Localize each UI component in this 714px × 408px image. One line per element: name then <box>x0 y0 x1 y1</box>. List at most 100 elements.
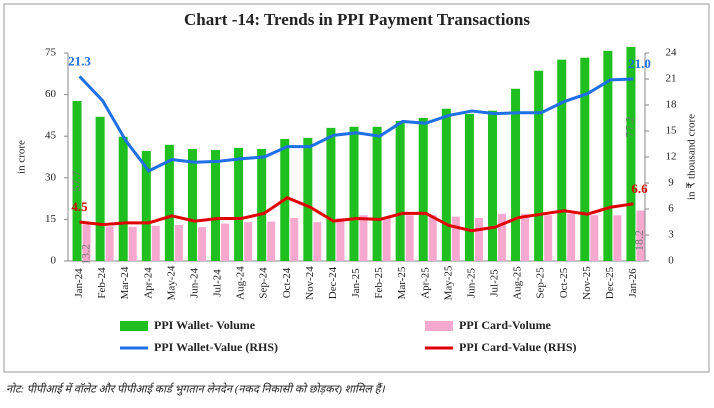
y2-tick-label: 6 <box>668 203 674 215</box>
x-tick-label: Jul-24 <box>212 269 224 297</box>
y-tick-label: 45 <box>45 130 57 142</box>
x-tick-label: May-25 <box>442 265 454 300</box>
bar <box>151 225 160 261</box>
line <box>79 196 634 233</box>
x-tick-label: Oct-24 <box>281 267 293 298</box>
bar <box>72 100 82 261</box>
x-tick-label: Jan-25 <box>350 268 362 298</box>
bar <box>451 216 460 261</box>
bar <box>464 114 474 261</box>
bar <box>626 46 636 261</box>
bar <box>234 147 244 261</box>
x-tick-label: Oct-25 <box>558 267 570 298</box>
x-tick-label: Jan-26 <box>627 268 639 298</box>
x-tick-label: May-24 <box>165 265 177 300</box>
y2-tick-label: 21 <box>666 73 677 85</box>
bar <box>636 210 645 261</box>
legend-label: PPI Wallet-Value (RHS) <box>154 340 278 354</box>
bar <box>326 127 336 261</box>
data-label: 21.0 <box>628 56 651 71</box>
bar <box>474 218 483 261</box>
bar <box>82 224 91 261</box>
x-tick-label: Mar-24 <box>119 266 131 299</box>
x-tick-label: Dec-24 <box>327 266 339 299</box>
bar <box>221 223 230 261</box>
bar <box>164 144 174 261</box>
bar <box>497 213 506 261</box>
data-label: 18.2 <box>632 230 646 251</box>
x-tick-label: Apr-25 <box>419 267 431 299</box>
data-label: 13.2 <box>78 244 92 265</box>
note: नोट: पीपीआई में वॉलेट और पीपीआई कार्ड भु… <box>6 383 385 396</box>
bar <box>511 88 521 261</box>
bar <box>613 215 622 261</box>
x-tick-label: Aug-25 <box>512 266 524 300</box>
bar <box>313 222 322 261</box>
data-label: 21.3 <box>68 53 91 68</box>
bar <box>118 136 128 261</box>
bar <box>372 126 382 262</box>
bar <box>534 70 544 262</box>
y2-tick-label: 0 <box>668 255 674 267</box>
bar <box>141 150 151 261</box>
x-tick-label: Apr-24 <box>142 267 154 299</box>
x-tick-label: Jun-25 <box>465 268 477 298</box>
bar <box>359 215 368 261</box>
bar <box>544 215 553 261</box>
legend-label: PPI Card-Value (RHS) <box>459 340 577 354</box>
x-tick-label: Sep-24 <box>258 267 270 299</box>
bar <box>521 213 530 261</box>
bar <box>267 221 276 261</box>
bar <box>557 59 567 261</box>
chart-border <box>3 3 710 373</box>
y-axis-label: in crore <box>16 140 28 174</box>
x-tick-label: Jul-25 <box>489 269 501 297</box>
bar <box>174 224 183 261</box>
x-tick-label: Feb-24 <box>96 267 108 299</box>
legend-swatch <box>425 321 453 331</box>
bar <box>336 218 345 261</box>
line <box>78 75 634 173</box>
bar <box>128 226 137 261</box>
y-tick-label: 60 <box>45 88 57 100</box>
y2-tick-label: 12 <box>666 151 677 163</box>
bar <box>428 215 437 261</box>
data-label: 77.2 <box>623 116 637 137</box>
x-tick-label: Aug-24 <box>235 266 247 300</box>
legend-label: PPI Wallet- Volume <box>154 318 256 332</box>
x-tick-label: Nov-25 <box>581 266 593 300</box>
y2-tick-label: 18 <box>666 99 678 111</box>
bar <box>303 137 313 261</box>
bar <box>487 110 497 261</box>
y-tick-label: 75 <box>45 47 57 59</box>
bar <box>441 108 451 261</box>
bar <box>567 213 576 261</box>
bar <box>580 57 590 262</box>
bar <box>105 226 114 261</box>
bar <box>211 150 221 261</box>
y-tick-label: 30 <box>45 171 57 183</box>
y2-tick-label: 24 <box>666 47 678 59</box>
bar <box>382 218 391 261</box>
chart-title: Chart -14: Trends in PPI Payment Transac… <box>184 10 530 29</box>
x-tick-label: Nov-24 <box>304 266 316 300</box>
x-tick-label: Sep-25 <box>535 267 547 299</box>
y2-axis-label: in ₹ thousand crore <box>686 114 698 200</box>
bar <box>244 222 253 261</box>
data-label: 6.6 <box>631 181 648 196</box>
bar <box>590 215 599 261</box>
x-tick-label: Jun-24 <box>188 268 200 298</box>
bar <box>290 218 299 261</box>
bar <box>95 116 105 261</box>
bar <box>395 120 405 262</box>
x-tick-label: Feb-25 <box>373 267 385 299</box>
y2-tick-label: 3 <box>668 229 674 241</box>
bar <box>257 148 267 261</box>
legend-swatch <box>120 321 148 331</box>
x-tick-label: Jan-24 <box>73 268 85 298</box>
y2-tick-label: 15 <box>666 125 678 137</box>
data-label: 57.7 <box>69 170 83 191</box>
bar <box>187 148 197 261</box>
